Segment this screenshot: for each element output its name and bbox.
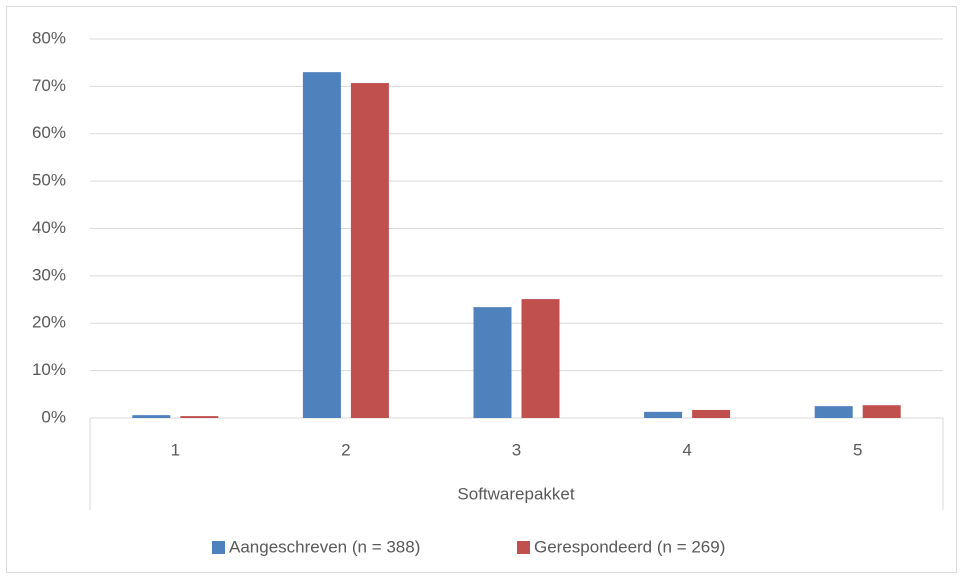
bar <box>302 72 341 418</box>
y-tick-label: 50% <box>32 171 66 190</box>
bar <box>473 307 512 418</box>
legend-label: Gerespondeerd (n = 269) <box>534 537 725 556</box>
x-tick-label: 5 <box>853 440 862 459</box>
bar <box>350 83 389 418</box>
chart-border <box>6 6 957 573</box>
x-axis-title: Softwarepakket <box>457 484 574 503</box>
y-tick-label: 30% <box>32 265 66 284</box>
legend-swatch <box>212 541 225 554</box>
y-tick-label: 0% <box>41 407 66 426</box>
legend-label: Aangeschreven (n = 388) <box>229 537 420 556</box>
bar <box>521 299 560 418</box>
y-tick-label: 60% <box>32 123 66 142</box>
bar <box>862 405 901 418</box>
x-tick-label: 1 <box>171 440 180 459</box>
y-tick-label: 20% <box>32 313 66 332</box>
bar <box>644 411 683 418</box>
y-tick-label: 70% <box>32 76 66 95</box>
bar <box>132 415 171 418</box>
x-tick-label: 2 <box>341 440 350 459</box>
bar <box>180 416 219 418</box>
x-tick-label: 3 <box>512 440 521 459</box>
bar <box>692 409 731 418</box>
y-tick-label: 80% <box>32 28 66 47</box>
bar <box>814 406 853 418</box>
y-tick-label: 40% <box>32 218 66 237</box>
y-tick-label: 10% <box>32 360 66 379</box>
legend-swatch <box>517 541 530 554</box>
x-tick-label: 4 <box>682 440 691 459</box>
